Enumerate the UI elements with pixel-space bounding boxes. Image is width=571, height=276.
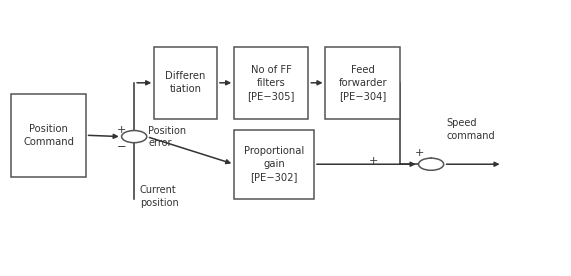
Text: Differen
tiation: Differen tiation: [166, 71, 206, 94]
Text: Proportional
gain
[PE−302]: Proportional gain [PE−302]: [244, 147, 304, 182]
Text: −: −: [116, 142, 126, 152]
Text: No of FF
filters
[PE−305]: No of FF filters [PE−305]: [248, 65, 295, 100]
Text: +: +: [415, 148, 424, 158]
Bar: [234, 130, 314, 199]
Bar: [325, 47, 400, 119]
Text: Speed
command: Speed command: [447, 118, 495, 141]
Text: Position
error: Position error: [148, 126, 187, 148]
Text: Current
position: Current position: [140, 185, 179, 208]
Text: Position
Command: Position Command: [23, 124, 74, 147]
Text: +: +: [369, 156, 379, 166]
Bar: [154, 47, 217, 119]
Text: +: +: [116, 125, 126, 135]
Circle shape: [419, 158, 444, 170]
Circle shape: [122, 131, 147, 143]
Bar: [234, 47, 308, 119]
Bar: [11, 94, 86, 177]
Text: Feed
forwarder
[PE−304]: Feed forwarder [PE−304]: [338, 65, 387, 100]
